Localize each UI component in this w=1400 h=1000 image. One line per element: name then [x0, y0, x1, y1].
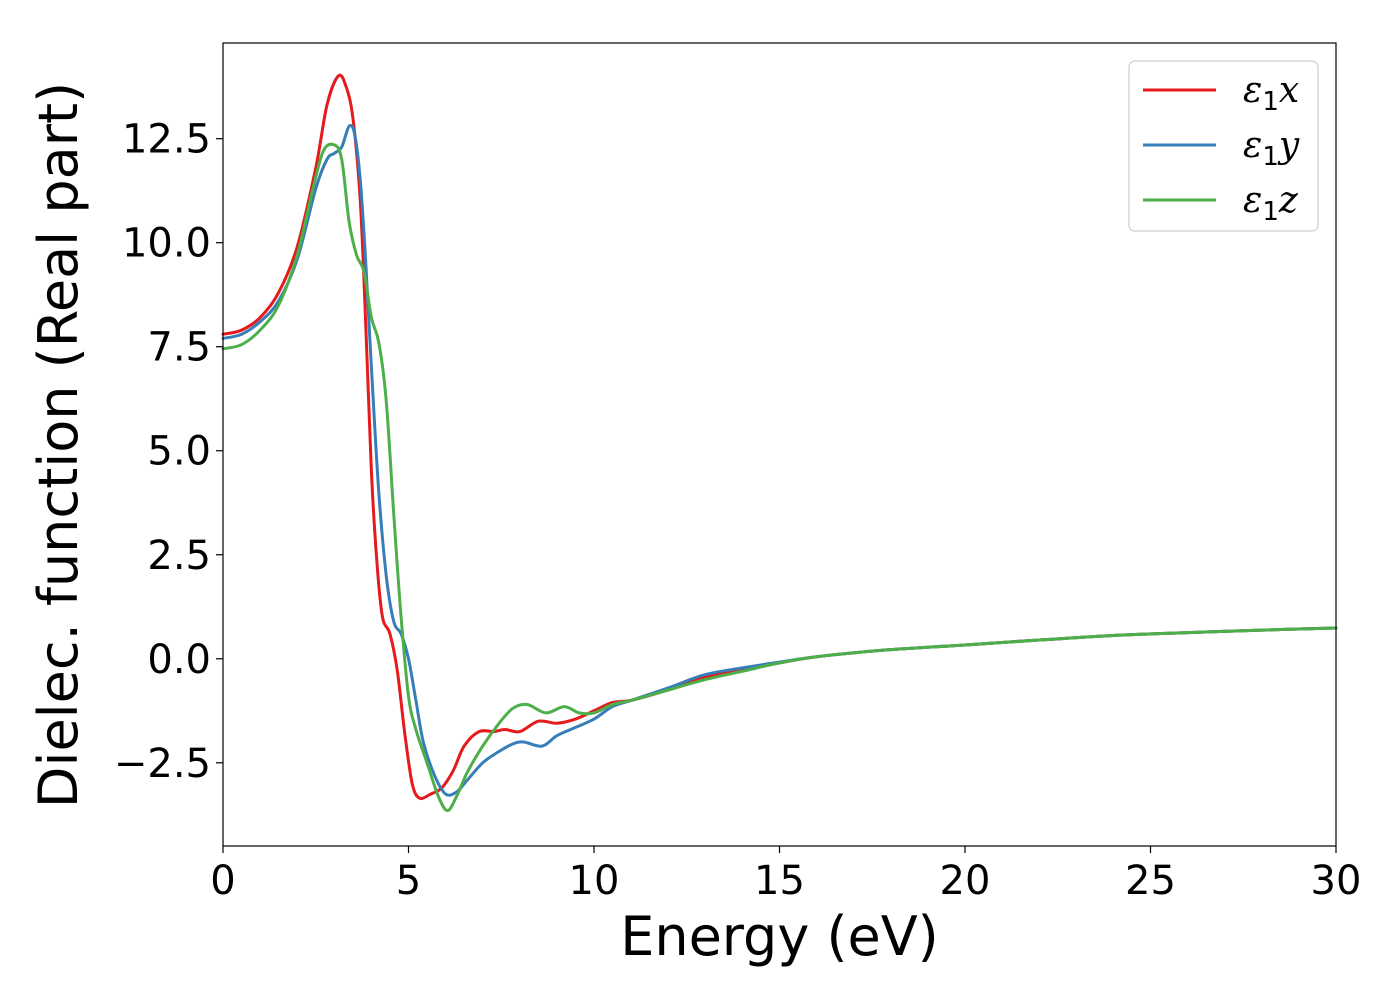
series-line-z [221, 142, 1338, 813]
y-tick-label: 12.5 [122, 117, 211, 163]
y-tick-label: 5.0 [147, 429, 211, 475]
x-tick-label: 5 [396, 858, 421, 904]
x-tick-label: 20 [940, 858, 991, 904]
legend: ε1x ε1y ε1z [1128, 60, 1319, 232]
legend-label-z: ε1z [1243, 180, 1299, 227]
legend-label-y: ε1y [1243, 125, 1300, 172]
legend-frame [1128, 60, 1319, 232]
x-axis-ticks: 0 5 10 15 20 25 30 [210, 846, 1361, 904]
y-tick-label: 7.5 [147, 325, 211, 371]
legend-label-x: ε1x [1243, 70, 1299, 117]
x-tick-label: 30 [1311, 858, 1362, 904]
x-tick-label: 15 [754, 858, 805, 904]
y-axis-ticks: −2.5 0.0 2.5 5.0 7.5 10.0 12.5 [114, 117, 223, 787]
legend-items: ε1x ε1y ε1z [1143, 70, 1300, 227]
y-axis-label: Dielec. function (Real part) [27, 82, 90, 808]
y-tick-label: 0.0 [147, 637, 211, 683]
y-tick-label: 10.0 [122, 221, 211, 267]
x-tick-label: 25 [1125, 858, 1176, 904]
x-tick-label: 10 [569, 858, 620, 904]
y-tick-label: 2.5 [147, 533, 211, 579]
x-axis-label: Energy (eV) [620, 905, 939, 968]
x-tick-label: 0 [210, 858, 235, 904]
series-layer [221, 73, 1338, 813]
y-tick-label: −2.5 [114, 741, 211, 787]
